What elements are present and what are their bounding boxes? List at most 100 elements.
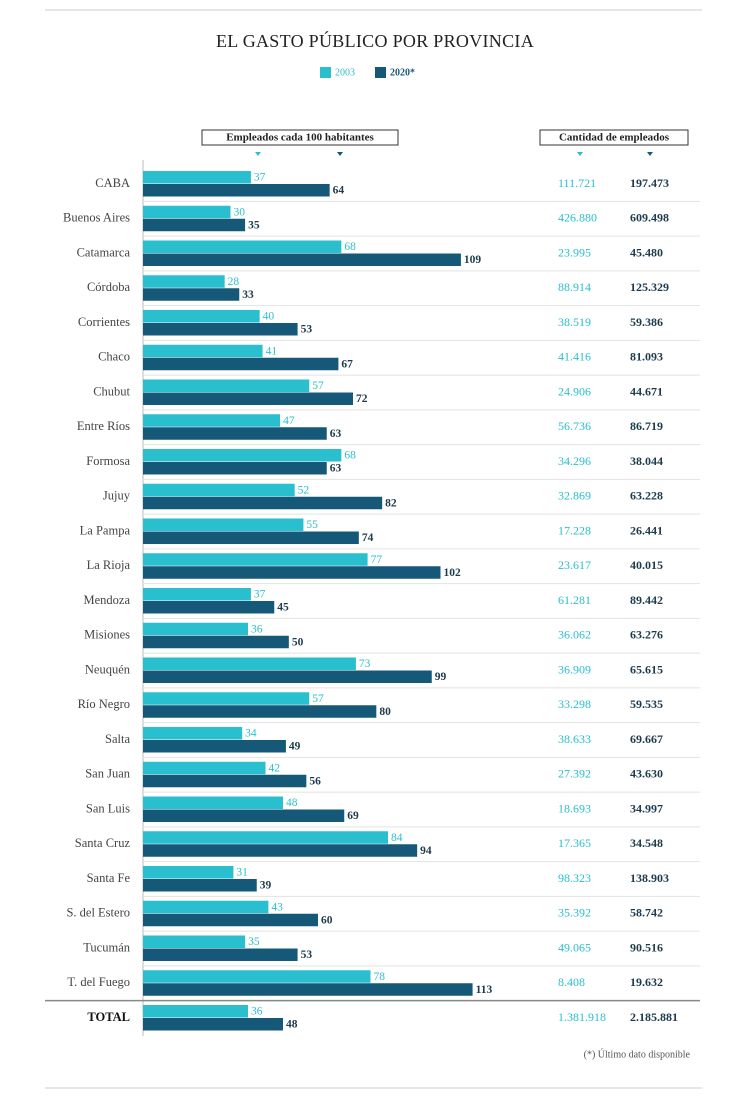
table-cell: 40.015: [630, 558, 663, 572]
value-label: 53: [301, 324, 313, 336]
bar: [143, 866, 234, 879]
table-cell: 49.065: [558, 940, 591, 954]
bar: [143, 796, 283, 809]
value-label: 102: [444, 567, 462, 579]
bar: [143, 692, 310, 705]
table-cell: 56.736: [558, 419, 591, 433]
bar: [143, 462, 327, 475]
value-label: 28: [228, 276, 240, 288]
table-cell: 38.044: [630, 454, 663, 468]
bar: [143, 531, 359, 544]
table-cell: 36.062: [558, 628, 591, 642]
category-label: San Luis: [86, 801, 130, 815]
category-label: Catamarca: [77, 245, 131, 259]
category-label: Salta: [105, 732, 130, 746]
bar: [143, 761, 266, 775]
bar: [143, 240, 342, 253]
bar: [143, 357, 339, 371]
category-label: CABA: [95, 176, 130, 190]
table-cell: 609.498: [630, 211, 669, 225]
value-label: 37: [254, 589, 266, 601]
legend-label: 2020*: [390, 67, 415, 78]
bar: [143, 740, 286, 753]
bar: [143, 622, 248, 636]
value-label: 57: [312, 380, 324, 392]
table-cell: 63.228: [630, 489, 663, 503]
value-label: 63: [330, 428, 342, 440]
bar: [143, 205, 231, 219]
table-cell: 27.392: [558, 767, 591, 781]
category-label: S. del Estero: [66, 906, 130, 920]
bar: [143, 879, 257, 892]
table-cell: 98.323: [558, 871, 591, 885]
value-label: 50: [292, 636, 304, 648]
value-label: 41: [266, 345, 278, 357]
table-cell: 34.548: [630, 836, 663, 850]
value-label: 56: [309, 775, 321, 787]
value-label: 52: [298, 484, 310, 496]
value-label: 84: [391, 832, 403, 844]
category-label: Entre Ríos: [77, 419, 130, 433]
table-cell: 88.914: [558, 280, 591, 294]
footnote: (*) Último dato disponible: [584, 1048, 691, 1060]
bar: [143, 553, 368, 566]
table-cell: 90.516: [630, 940, 663, 954]
header-box: [539, 129, 689, 146]
table-cell: 61.281: [558, 593, 591, 607]
bar: [143, 588, 251, 601]
value-label: 109: [464, 254, 482, 266]
bar: [143, 670, 432, 683]
value-label: 33: [242, 289, 254, 301]
table-cell: 34.997: [630, 801, 663, 815]
value-label: 68: [344, 450, 356, 462]
table-cell: 45.480: [630, 245, 663, 259]
value-label: 45: [277, 602, 289, 614]
table-cell: 19.632: [630, 975, 663, 989]
value-label: 37: [254, 172, 266, 184]
header-box: [201, 129, 399, 146]
bar: [143, 948, 298, 961]
bar: [143, 657, 356, 670]
category-label: Buenos Aires: [63, 211, 130, 225]
legend-label: 2003: [335, 67, 355, 78]
table-cell: 24.906: [558, 384, 591, 398]
bar: [143, 483, 295, 497]
bar: [143, 566, 441, 579]
table-cell: 23.617: [558, 558, 591, 572]
value-label: 69: [347, 810, 359, 822]
bar: [143, 253, 461, 266]
value-label: 49: [289, 741, 301, 753]
table-cell: 34.296: [558, 454, 591, 468]
category-label: Chaco: [98, 350, 130, 364]
table-cell: 89.442: [630, 593, 663, 607]
table-cell: 44.671: [630, 384, 663, 398]
bar: [143, 379, 310, 392]
marker: [577, 152, 583, 156]
table-cell: 125.329: [630, 280, 669, 294]
marker: [647, 152, 653, 156]
category-label: Formosa: [86, 454, 130, 468]
category-label: Chubut: [93, 384, 130, 398]
bar: [143, 518, 304, 531]
value-label: 30: [234, 206, 246, 218]
value-label: 34: [245, 728, 257, 740]
table-cell: 1.381.918: [558, 1010, 606, 1024]
value-label: 42: [269, 762, 281, 774]
bar: [143, 414, 281, 427]
category-label: Neuquén: [85, 662, 131, 676]
value-label: 82: [385, 497, 397, 509]
category-label: La Rioja: [87, 558, 131, 572]
table-cell: 111.721: [558, 176, 596, 190]
value-label: 73: [359, 658, 371, 670]
value-label: 40: [263, 311, 275, 323]
marker: [255, 152, 261, 156]
table-cell: 18.693: [558, 801, 591, 815]
bar: [143, 392, 353, 405]
bar: [143, 983, 473, 996]
bar: [143, 218, 246, 232]
table-cell: 86.719: [630, 419, 663, 433]
bar: [143, 774, 307, 788]
value-label: 53: [301, 949, 313, 961]
category-label: Tucumán: [83, 940, 131, 954]
table-cell: 17.228: [558, 523, 591, 537]
